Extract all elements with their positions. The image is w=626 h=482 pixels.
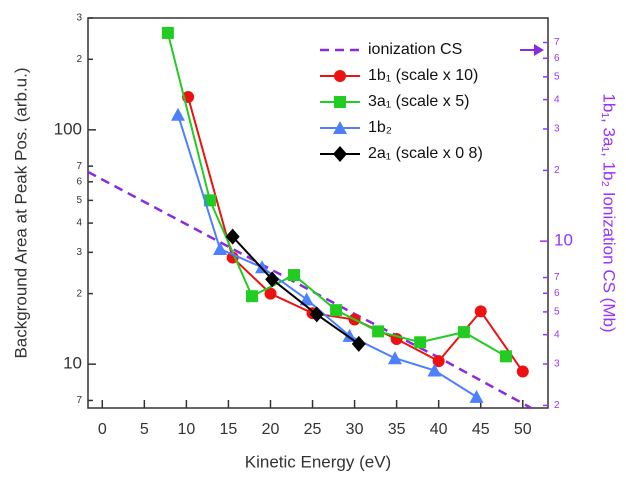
yticks-tick-label: 4 (76, 218, 82, 229)
y2ticks-tick-label: 7 (554, 37, 560, 48)
legend-label: 2a₁ (scale x 0 8) (368, 145, 483, 162)
yticks-tick-label: 100 (54, 119, 82, 138)
y2ticks-tick-label: 7 (554, 272, 560, 283)
marker (387, 351, 402, 365)
series-line (187, 96, 524, 373)
x-tick-label: 10 (177, 421, 195, 438)
legend-label: 1b₂ (368, 119, 392, 136)
marker (265, 271, 280, 288)
yticks-tick-label: 3 (76, 13, 82, 24)
x-tick-label: 40 (430, 421, 448, 438)
marker (225, 228, 240, 245)
y2ticks-tick-label: 2 (554, 165, 560, 176)
marker (330, 304, 343, 317)
legend-label: 1b₁ (scale x 10) (368, 67, 478, 84)
x-tick-label: 45 (472, 421, 490, 438)
yticks-tick-label: 2 (76, 54, 82, 65)
marker (474, 305, 487, 318)
yticks-tick-label: 5 (76, 195, 82, 206)
y-axis-label: Background Area at Peak Pos. (arb.u.) (11, 67, 30, 358)
legend-marker (333, 146, 347, 162)
yticks-tick-label: 3 (76, 247, 82, 258)
marker (288, 269, 301, 282)
legend-label: 3a₁ (scale x 5) (368, 93, 469, 110)
marker (203, 194, 216, 207)
x-tick-label: 50 (514, 421, 532, 438)
x-tick-label: 30 (346, 421, 364, 438)
marker (299, 292, 314, 306)
x-tick-label: 0 (98, 421, 107, 438)
marker (457, 326, 470, 339)
plot-frame (87, 17, 549, 409)
legend-marker (334, 70, 346, 82)
y2ticks-tick-label: 5 (554, 71, 560, 82)
series-line (87, 170, 532, 410)
marker (255, 260, 270, 274)
series-line (177, 114, 478, 398)
marker (414, 336, 427, 349)
marker (516, 365, 529, 378)
x-tick-label: 20 (262, 421, 280, 438)
marker (170, 107, 185, 121)
yticks-tick-label: 7 (76, 161, 82, 172)
y2ticks-tick-label: 6 (554, 53, 560, 64)
x-tick-label: 25 (304, 421, 322, 438)
y2ticks-tick-label: 2 (554, 400, 560, 411)
series-line (231, 235, 360, 345)
yticks-tick-label: 10 (63, 354, 82, 373)
yticks-tick-label: 6 (76, 176, 82, 187)
marker (161, 26, 174, 39)
marker (342, 328, 357, 342)
legend-marker (334, 96, 346, 108)
marker (351, 335, 366, 352)
x-tick-label: 15 (220, 421, 238, 438)
marker (499, 350, 512, 363)
legend-arrow-head (534, 44, 544, 56)
y2ticks-tick-label: 3 (554, 124, 560, 135)
y2ticks-tick-label: 5 (554, 307, 560, 318)
legend-label: ionization CS (368, 41, 462, 58)
x-tick-label: 5 (140, 421, 149, 438)
marker (432, 355, 445, 368)
yticks-tick-label: 7 (76, 395, 82, 406)
marker (213, 242, 228, 256)
y2ticks-tick-label: 4 (554, 329, 560, 340)
yticks-tick-label: 2 (76, 288, 82, 299)
y2ticks-tick-label: 10 (554, 231, 573, 250)
marker (245, 290, 258, 303)
marker (372, 325, 385, 338)
marker (469, 389, 484, 403)
marker (264, 287, 277, 300)
marker (309, 306, 324, 323)
marker (427, 363, 442, 377)
y2ticks-tick-label: 4 (554, 94, 560, 105)
y2-axis-label: 1b₁, 3a₁, 1b₂ Ionization CS (Mb) (600, 93, 619, 332)
x-tick-label: 35 (388, 421, 406, 438)
y2ticks-tick-label: 6 (554, 288, 560, 299)
x-axis-label: Kinetic Energy (eV) (245, 452, 391, 471)
y2ticks-tick-label: 3 (554, 359, 560, 370)
legend-marker (333, 121, 347, 134)
